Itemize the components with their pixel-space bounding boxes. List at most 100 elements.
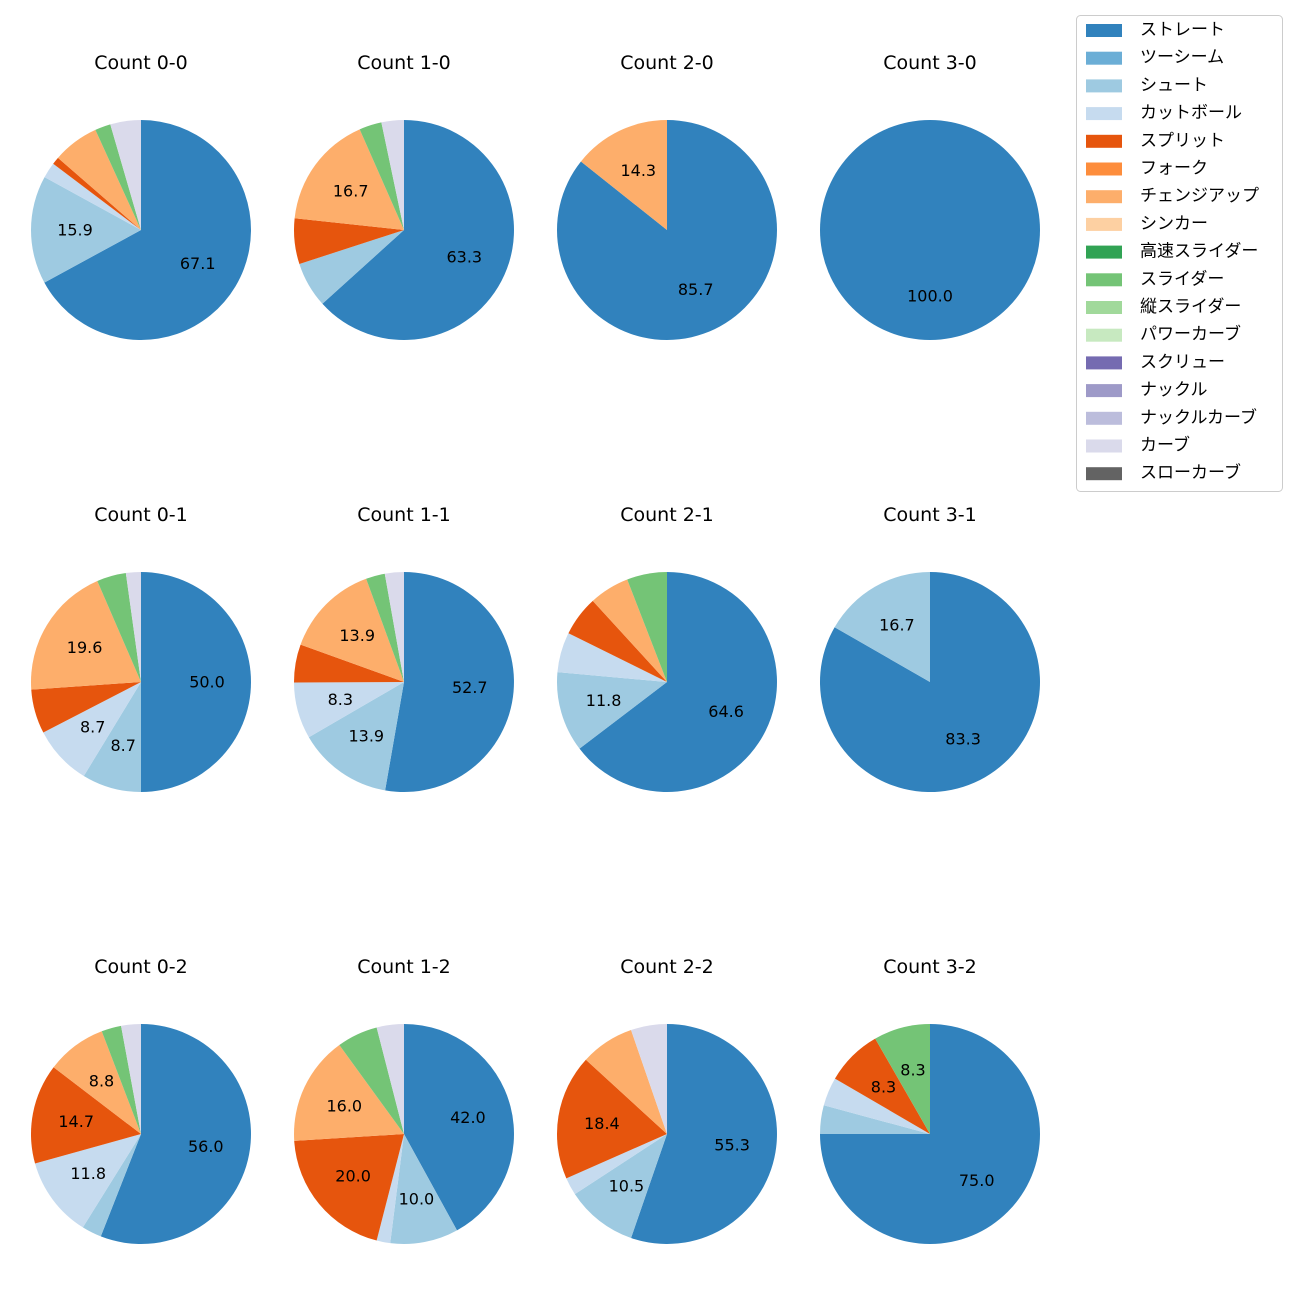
pie-slice <box>574 1134 667 1238</box>
slice-label: 16.7 <box>333 182 369 201</box>
legend: ストレートツーシームシュートカットボールスプリットフォークチェンジアップシンカー… <box>1076 15 1283 492</box>
pie-slice <box>95 124 141 230</box>
pie-slice <box>823 1078 930 1134</box>
slice-label: 14.7 <box>58 1112 94 1131</box>
pie-slice <box>53 1031 141 1134</box>
pie-slice <box>30 177 141 283</box>
pie-slice <box>125 572 141 682</box>
pie-slice <box>579 572 777 792</box>
legend-swatch <box>1086 190 1122 204</box>
pie-slice <box>35 1134 141 1228</box>
slice-label: 67.1 <box>180 254 216 273</box>
slice-label: 8.8 <box>89 1072 114 1091</box>
slice-label: 13.9 <box>339 626 375 645</box>
slice-label: 11.8 <box>70 1164 106 1183</box>
legend-label: スライダー <box>1140 269 1224 289</box>
legend-label: スプリット <box>1140 131 1225 151</box>
slice-label: 10.5 <box>609 1177 645 1196</box>
pie-slice <box>819 572 1040 792</box>
pie-slice <box>556 672 667 749</box>
legend-swatch <box>1086 411 1122 425</box>
pie-slice <box>384 572 404 682</box>
legend-swatch <box>1086 273 1122 287</box>
pie-slice <box>44 163 141 230</box>
pie-slice <box>566 1134 667 1195</box>
slice-label: 75.0 <box>959 1171 995 1190</box>
pie-slice <box>339 1027 404 1134</box>
pie-title: Count 1-0 <box>357 52 451 74</box>
pie-slice <box>385 572 514 793</box>
pie-panel: Count 3-2 75.0 8.38.3 <box>820 956 1040 1244</box>
pie-slice <box>294 682 404 738</box>
legend-label: カットボール <box>1140 103 1242 123</box>
pie-slice <box>568 600 667 682</box>
pie-slice <box>294 1045 404 1141</box>
legend-swatch <box>1086 356 1122 370</box>
pie-title: Count 2-2 <box>620 956 714 978</box>
slice-label: 50.0 <box>189 673 225 692</box>
legend-label: スクリュー <box>1140 352 1225 372</box>
pie-panel: Count 3-0 100.0 <box>820 52 1040 340</box>
legend-label: シンカー <box>1140 214 1208 234</box>
slice-label: 14.3 <box>620 161 656 180</box>
legend-label: ツーシーム <box>1140 48 1224 68</box>
slice-label: 13.9 <box>348 727 384 746</box>
pie-slice <box>381 120 404 230</box>
pie-slice <box>294 1134 404 1241</box>
pie-slice <box>293 644 404 683</box>
pie-slice <box>294 218 404 264</box>
legend-label: ナックルカーブ <box>1140 407 1257 428</box>
pie-panel: Count 0-2 56.0 11.8 14.7 8.8 <box>30 956 251 1244</box>
legend-label: カーブ <box>1140 435 1190 456</box>
legend-swatch <box>1086 134 1122 148</box>
legend-swatch <box>1086 162 1122 176</box>
pie-slice <box>308 682 404 791</box>
slice-label: 85.7 <box>678 280 714 299</box>
pie-title: Count 0-1 <box>94 504 188 526</box>
legend-swatch <box>1086 384 1122 398</box>
slice-label: 16.7 <box>879 615 915 634</box>
pie-panel: Count 3-1 83.3 16.7 <box>819 504 1040 792</box>
slice-label: 56.0 <box>188 1137 224 1156</box>
pie-slice <box>834 1038 930 1134</box>
legend-label: チェンジアップ <box>1140 186 1259 206</box>
legend-label: ストレート <box>1140 20 1225 40</box>
pie-slice <box>53 157 141 230</box>
pie-title: Count 3-0 <box>883 52 977 74</box>
pie-panel: Count 2-0 85.7 14.3 <box>557 52 778 340</box>
pie-slice <box>557 633 667 682</box>
pie-slice <box>30 1067 142 1164</box>
legend-swatch <box>1086 328 1122 342</box>
legend-swatch <box>1086 439 1122 453</box>
slice-label: 15.9 <box>57 220 93 239</box>
pie-slice <box>631 1024 667 1134</box>
pie-panel: Count 1-1 52.7 13.9 8.3 13.9 <box>293 504 514 793</box>
pie-slice <box>359 122 404 230</box>
legend-label: ナックル <box>1140 380 1208 400</box>
legend-swatch <box>1086 217 1122 231</box>
pie-title: Count 1-1 <box>357 504 451 526</box>
pie-slice <box>557 120 778 340</box>
legend-label: フォーク <box>1140 159 1208 179</box>
slice-label: 8.7 <box>80 718 105 737</box>
pie-panel: Count 2-2 55.3 10.5 18.4 <box>556 956 777 1244</box>
pie-slice <box>44 120 251 340</box>
slice-label: 8.3 <box>871 1078 896 1097</box>
pie-panel: Count 1-0 63.3 16.7 <box>294 52 514 340</box>
legend-label: パワーカーブ <box>1140 324 1241 345</box>
legend-label: 縦スライダー <box>1140 297 1241 317</box>
pie-slice <box>300 578 404 682</box>
pie-slice <box>110 120 141 230</box>
pie-title: Count 3-1 <box>883 504 977 526</box>
legend-label: スローカーブ <box>1140 462 1241 483</box>
pie-title: Count 0-2 <box>94 956 188 978</box>
pie-slice <box>376 1024 404 1134</box>
pie-slice <box>83 682 141 792</box>
pie-title: Count 2-1 <box>620 504 714 526</box>
slice-label: 19.6 <box>67 638 103 657</box>
pie-slice <box>82 1134 141 1237</box>
pie-slice <box>376 1134 404 1244</box>
slice-label: 20.0 <box>335 1167 371 1186</box>
pie-slice <box>404 1024 514 1231</box>
